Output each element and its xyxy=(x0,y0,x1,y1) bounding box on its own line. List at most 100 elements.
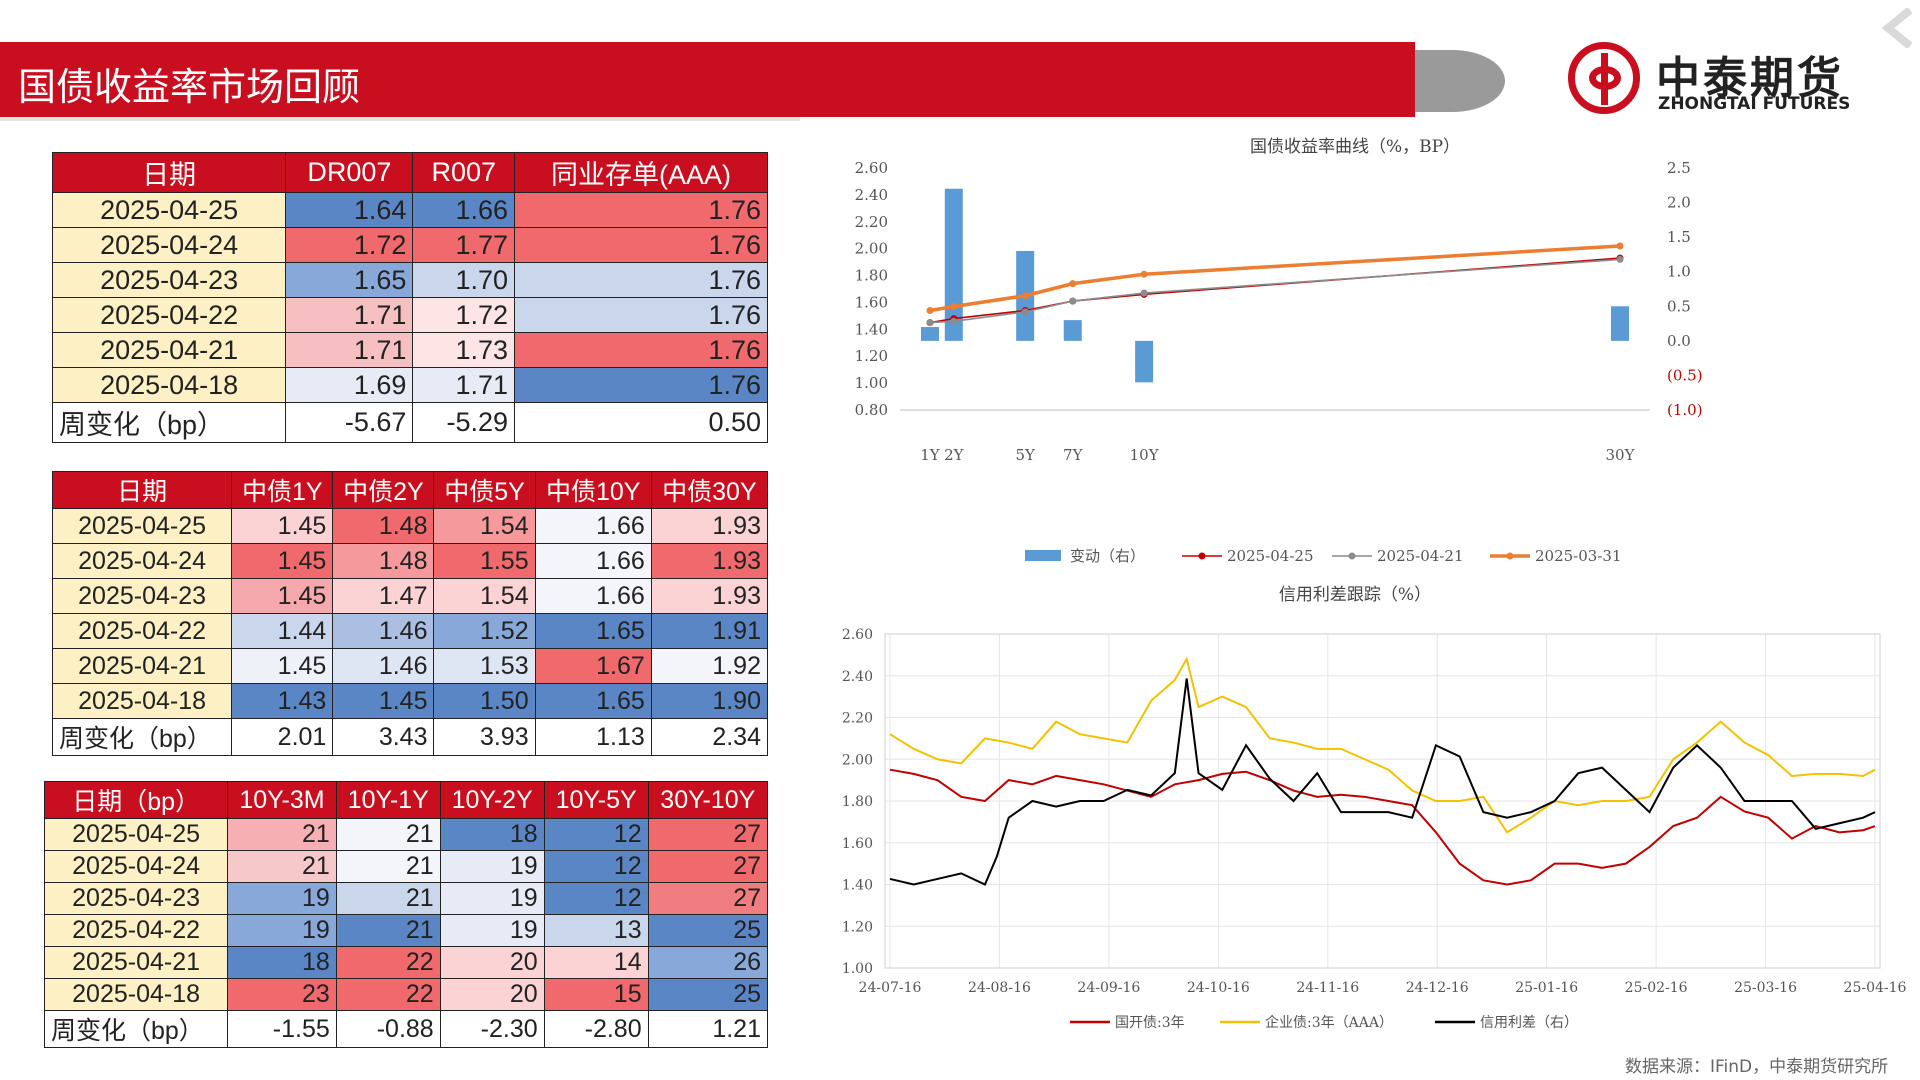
y-tick-label: 1.40 xyxy=(855,320,888,338)
money-market-table: 日期 DR007 R007 同业存单(AAA) 2025-04-25 1.64 1.66 1.… xyxy=(51,152,768,443)
column-header: DR007 xyxy=(285,152,414,193)
table-cell: 19 xyxy=(227,882,337,915)
row-date: 2025-04-18 xyxy=(51,683,233,719)
term-spread-table: 日期（bp） 10Y-3M 10Y-1Y 10Y-2Y 10Y-5Y 30Y-10Y 202… xyxy=(43,781,769,1048)
x-tick-label: 2Y xyxy=(944,446,965,464)
table-cell: 19 xyxy=(439,850,545,883)
table-cell: 12 xyxy=(543,882,649,915)
x-tick-label: 25-01-16 xyxy=(1515,980,1578,996)
legend-label: 国开债:3年 xyxy=(1115,1015,1185,1031)
table-cell: 1.46 xyxy=(332,613,435,649)
row-date: 2025-04-24 xyxy=(51,543,233,579)
weekly-change-value: -2.30 xyxy=(439,1010,545,1048)
company-logo: 中泰期货 ZHONGTAI FUTURES xyxy=(1568,42,1908,120)
legend-label: 企业债:3年（AAA） xyxy=(1265,1014,1393,1031)
table-cell: 1.66 xyxy=(534,578,652,614)
y-tick-label: 1.80 xyxy=(855,267,888,285)
row-date: 2025-04-22 xyxy=(51,613,233,649)
column-header: 中债1Y xyxy=(231,471,334,509)
gov-yield-table: 日期 中债1Y 中债2Y 中债5Y 中债10Y 中债30Y 2025-04-25 1.45 1.… xyxy=(51,471,769,756)
row-date: 2025-04-25 xyxy=(43,818,229,851)
table-row: 2025-04-21 1.45 1.46 1.53 1.67 1.92 xyxy=(51,648,769,684)
table-cell: 1.44 xyxy=(231,613,334,649)
table-cell: 1.48 xyxy=(332,543,435,579)
y-tick-label: 0.80 xyxy=(855,401,888,419)
legend-label: 2025-04-25 xyxy=(1227,547,1313,565)
row-date: 2025-04-24 xyxy=(51,227,287,263)
table-cell: 1.66 xyxy=(534,543,652,579)
table-cell: 1.45 xyxy=(231,648,334,684)
y-tick-label: 1.20 xyxy=(842,919,873,935)
table-row: 2025-04-24 1.45 1.48 1.55 1.66 1.93 xyxy=(51,543,769,579)
table-cell: 1.77 xyxy=(412,227,516,263)
bar-change xyxy=(944,188,963,341)
y-tick-label: 1.20 xyxy=(855,347,888,365)
series-line xyxy=(889,678,1876,886)
column-header: 中债30Y xyxy=(650,471,769,509)
column-header: 中债5Y xyxy=(433,471,536,509)
row-date: 2025-04-22 xyxy=(43,914,229,947)
y2-tick-label: 2.0 xyxy=(1667,194,1691,212)
x-tick-label: 1Y xyxy=(920,446,941,464)
row-date: 2025-04-21 xyxy=(51,332,287,368)
y-tick-label: 1.00 xyxy=(842,961,873,977)
table-cell: 1.76 xyxy=(514,367,768,403)
weekly-change-value: -5.29 xyxy=(412,402,516,443)
series-point xyxy=(1021,308,1029,316)
table-cell: 1.92 xyxy=(650,648,769,684)
y-tick-label: 1.40 xyxy=(842,878,873,894)
table-cell: 1.72 xyxy=(412,297,516,333)
weekly-change-value: 3.93 xyxy=(433,718,536,756)
table-row: 2025-04-22 1.71 1.72 1.76 xyxy=(51,297,768,333)
table-row: 2025-04-18 23 22 20 15 25 xyxy=(43,978,769,1011)
credit-spread-chart: 信用利差跟踪（%） 1.00 1.20 1.40 1.60 1.80 2.00 2.20 2.4… xyxy=(842,585,1907,1031)
y2-tick-label: 1.5 xyxy=(1667,228,1691,246)
legend-label: 2025-04-21 xyxy=(1377,547,1463,565)
weekly-change-row: 周变化（bp） -1.55 -0.88 -2.30 -2.80 1.21 xyxy=(43,1010,769,1048)
y-tick-label: 2.60 xyxy=(855,159,888,177)
x-tick-label: 24-09-16 xyxy=(1077,980,1140,996)
table-cell: 22 xyxy=(335,978,441,1011)
x-tick-label: 25-03-16 xyxy=(1734,980,1797,996)
table-row: 2025-04-18 1.43 1.45 1.50 1.65 1.90 xyxy=(51,683,769,719)
table-row: 2025-04-22 19 21 19 13 25 xyxy=(43,914,769,947)
weekly-change-value: 0.50 xyxy=(514,402,768,443)
table-cell: 19 xyxy=(439,882,545,915)
table-row: 2025-04-24 1.72 1.77 1.76 xyxy=(51,227,768,263)
table-cell: 1.54 xyxy=(433,508,536,544)
column-header: 同业存单(AAA) xyxy=(514,152,768,193)
x-tick-label: 10Y xyxy=(1130,446,1160,464)
table-row: 2025-04-25 1.45 1.48 1.54 1.66 1.93 xyxy=(51,508,769,544)
table-cell: 18 xyxy=(227,946,337,979)
logo-mark-icon xyxy=(1568,42,1640,114)
series-line xyxy=(889,768,1876,886)
table-cell: 1.48 xyxy=(332,508,435,544)
table-cell: 12 xyxy=(543,818,649,851)
y2-tick-label: 0.5 xyxy=(1667,297,1691,315)
table-cell: 1.45 xyxy=(231,508,334,544)
bar-change xyxy=(1063,320,1082,341)
table-cell: 1.93 xyxy=(650,508,769,544)
row-date: 2025-04-25 xyxy=(51,508,233,544)
series-point xyxy=(1616,242,1624,250)
series-point xyxy=(926,307,934,315)
bar-change xyxy=(1135,340,1154,383)
legend-label: 信用利差（右） xyxy=(1480,1015,1578,1031)
y-tick-label: 1.60 xyxy=(855,293,888,311)
column-header: 日期 xyxy=(51,152,287,193)
table-cell: 1.91 xyxy=(650,613,769,649)
table-cell: 19 xyxy=(227,914,337,947)
table-cell: 1.71 xyxy=(412,367,516,403)
title-bar-shadow xyxy=(1400,50,1505,112)
y-tick-label: 2.00 xyxy=(842,752,873,768)
column-header: 10Y-2Y xyxy=(439,781,545,819)
legend-label: 变动（右） xyxy=(1070,547,1145,565)
table-cell: 1.52 xyxy=(433,613,536,649)
x-tick-label: 25-02-16 xyxy=(1625,980,1688,996)
table-cell: 27 xyxy=(647,818,769,851)
series-point xyxy=(926,319,934,327)
y-tick-label: 2.20 xyxy=(842,711,873,727)
table-cell: 1.55 xyxy=(433,543,536,579)
table-cell: 13 xyxy=(543,914,649,947)
table-row: 2025-04-23 1.65 1.70 1.76 xyxy=(51,262,768,298)
